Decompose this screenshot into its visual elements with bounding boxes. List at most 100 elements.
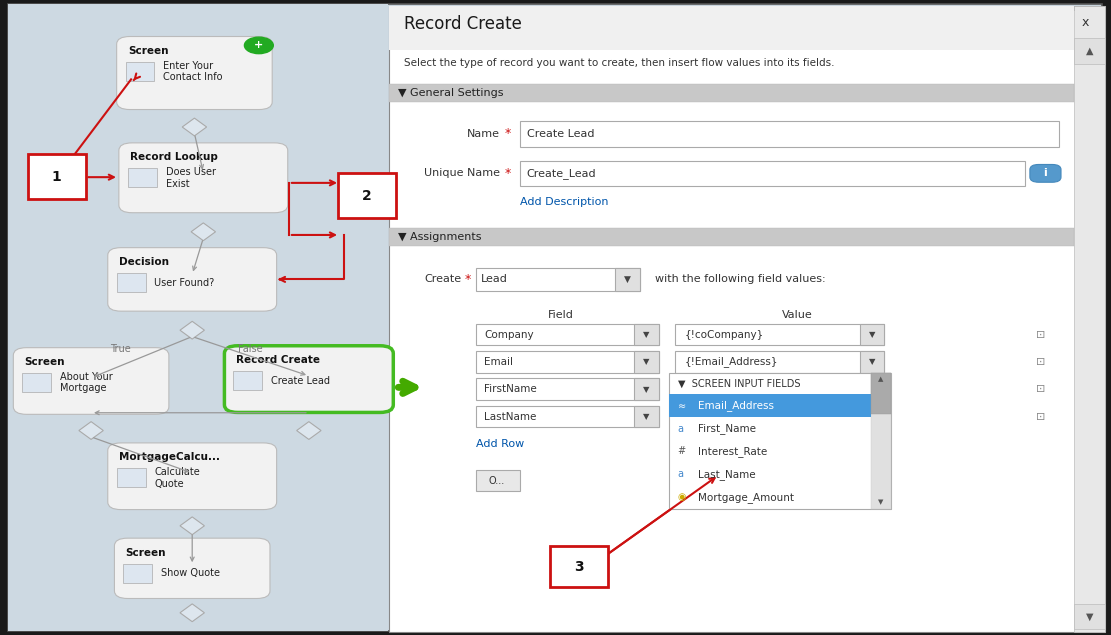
Polygon shape <box>182 118 207 136</box>
Bar <box>675 324 884 345</box>
FancyBboxPatch shape <box>1030 164 1061 182</box>
Text: Screen: Screen <box>128 46 168 56</box>
Text: ▼: ▼ <box>624 275 631 284</box>
Polygon shape <box>180 517 204 535</box>
Text: a: a <box>678 424 683 434</box>
Text: Create_Lead: Create_Lead <box>527 168 597 179</box>
Text: Screen: Screen <box>126 547 166 558</box>
Bar <box>669 394 871 417</box>
Text: Interest_Rate: Interest_Rate <box>698 446 767 457</box>
Text: Screen: Screen <box>24 357 64 367</box>
Text: +: + <box>254 41 263 50</box>
Bar <box>634 378 659 400</box>
Text: About Your
Mortgage: About Your Mortgage <box>60 371 112 394</box>
Bar <box>476 268 640 291</box>
Text: *: * <box>504 167 511 180</box>
Bar <box>128 168 157 187</box>
Text: O...: O... <box>489 476 506 486</box>
Text: Unique Name: Unique Name <box>424 168 500 178</box>
Bar <box>338 173 396 218</box>
Text: ⊡: ⊡ <box>1037 357 1045 367</box>
Bar <box>389 6 1105 632</box>
Text: ▼: ▼ <box>1087 612 1093 622</box>
Bar <box>634 324 659 345</box>
Bar <box>1074 6 1105 632</box>
Text: ▼: ▼ <box>643 412 650 421</box>
Text: ▼ Assignments: ▼ Assignments <box>398 232 481 242</box>
Text: ▲: ▲ <box>1087 46 1093 56</box>
Text: First_Name: First_Name <box>698 423 755 434</box>
Bar <box>634 351 659 373</box>
Text: Email_Address: Email_Address <box>698 400 773 411</box>
Text: ⊡: ⊡ <box>1037 411 1045 422</box>
Bar <box>389 84 1074 102</box>
Bar <box>389 6 1105 11</box>
Polygon shape <box>79 422 103 439</box>
Polygon shape <box>297 422 321 439</box>
Text: MortgageCalcu...: MortgageCalcu... <box>119 452 220 462</box>
Text: Mortgage_Amount: Mortgage_Amount <box>698 491 793 503</box>
Text: ▼: ▼ <box>643 385 650 394</box>
Text: 2: 2 <box>362 189 371 203</box>
Text: ▼  SCREEN INPUT FIELDS: ▼ SCREEN INPUT FIELDS <box>678 378 800 389</box>
Bar <box>520 161 1025 186</box>
Bar <box>389 6 1074 50</box>
Bar <box>615 268 640 291</box>
Text: Last_Name: Last_Name <box>698 469 755 480</box>
Bar <box>126 62 154 81</box>
FancyBboxPatch shape <box>224 345 393 413</box>
Bar <box>476 406 659 427</box>
Bar <box>476 378 659 400</box>
Polygon shape <box>180 321 204 339</box>
Text: Record Lookup: Record Lookup <box>130 152 218 163</box>
Text: Does User
Exist: Does User Exist <box>166 167 216 189</box>
Bar <box>476 351 659 373</box>
Text: ▼: ▼ <box>643 358 650 366</box>
Text: ▲: ▲ <box>879 376 883 382</box>
FancyBboxPatch shape <box>108 443 277 509</box>
Text: Create Lead: Create Lead <box>527 129 594 139</box>
Text: ▼: ▼ <box>643 330 650 339</box>
Bar <box>28 154 86 199</box>
Text: i: i <box>1043 168 1048 178</box>
Text: True: True <box>110 344 130 354</box>
Text: with the following field values:: with the following field values: <box>655 274 827 284</box>
Bar <box>520 121 1059 147</box>
Bar <box>871 373 891 413</box>
Text: Value: Value <box>782 310 813 320</box>
Text: Enter Your
Contact Info: Enter Your Contact Info <box>163 60 223 83</box>
Bar <box>476 324 659 345</box>
Text: ◉: ◉ <box>678 492 687 502</box>
Text: Calculate
Quote: Calculate Quote <box>154 467 200 489</box>
Polygon shape <box>191 223 216 241</box>
Text: ⊡: ⊡ <box>1037 384 1045 394</box>
Text: User Found?: User Found? <box>154 277 214 288</box>
FancyBboxPatch shape <box>119 143 288 213</box>
Text: a: a <box>678 469 683 479</box>
Text: Show Quote: Show Quote <box>161 568 220 578</box>
Bar <box>8 4 388 631</box>
Polygon shape <box>180 604 204 622</box>
Text: FirstName: FirstName <box>484 384 537 394</box>
Text: 3: 3 <box>574 559 583 574</box>
Text: Name: Name <box>467 129 500 139</box>
Bar <box>860 351 884 373</box>
Text: *: * <box>504 128 511 140</box>
Text: ≈: ≈ <box>678 401 685 411</box>
Text: Select the type of record you want to create, then insert flow values into its f: Select the type of record you want to cr… <box>404 58 834 69</box>
Text: Field: Field <box>548 310 574 320</box>
Text: Add Description: Add Description <box>520 197 609 208</box>
Text: ▼: ▼ <box>869 358 875 366</box>
Bar <box>22 373 51 392</box>
Circle shape <box>244 37 273 54</box>
Text: {!coCompany}: {!coCompany} <box>684 330 763 340</box>
FancyBboxPatch shape <box>117 37 272 110</box>
FancyBboxPatch shape <box>13 347 169 414</box>
Text: Decision: Decision <box>119 257 169 267</box>
FancyBboxPatch shape <box>108 248 277 311</box>
Bar <box>669 373 891 509</box>
Bar <box>634 406 659 427</box>
Text: x: x <box>1082 16 1089 29</box>
Bar <box>476 470 520 491</box>
Bar <box>550 546 608 587</box>
